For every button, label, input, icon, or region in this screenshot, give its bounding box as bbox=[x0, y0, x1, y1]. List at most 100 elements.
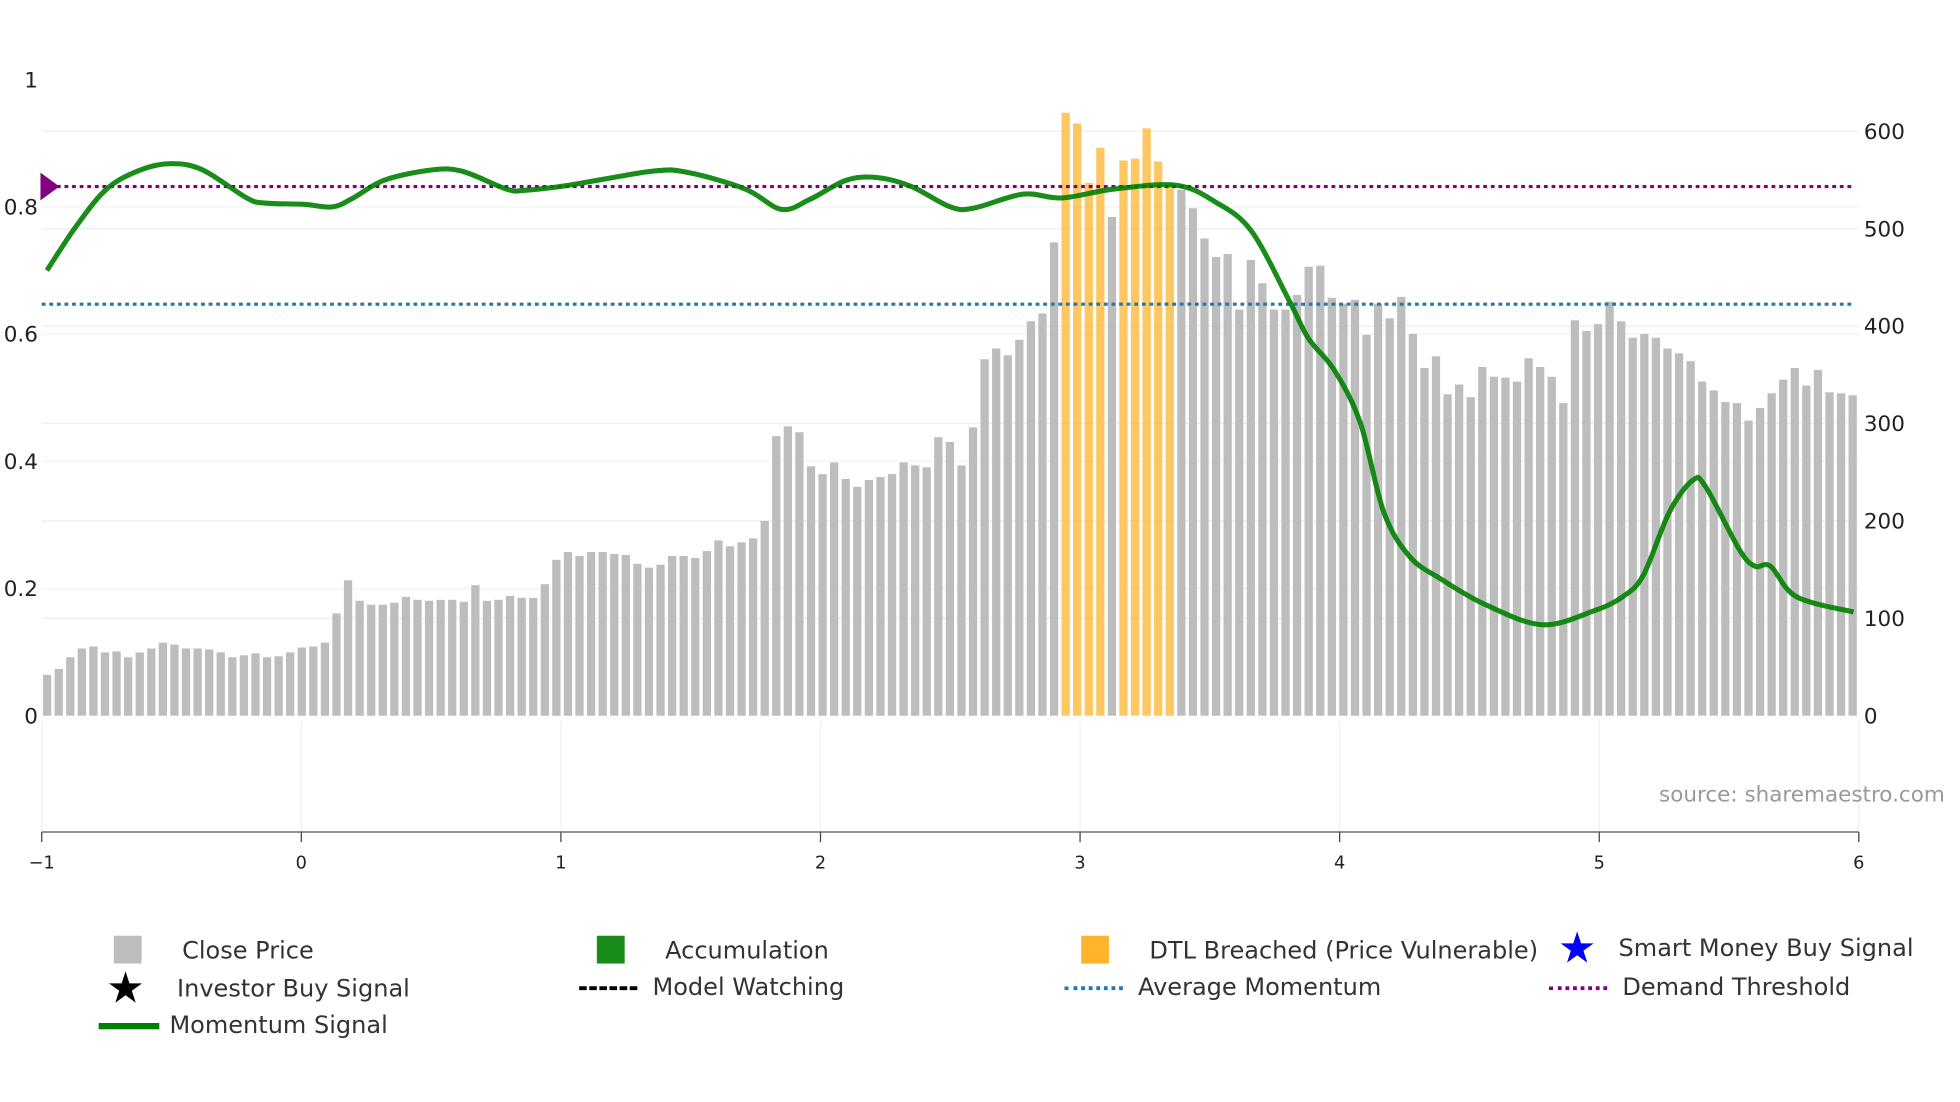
close-price-bar bbox=[621, 554, 630, 716]
close-price-bar bbox=[1721, 402, 1730, 716]
close-price-bar bbox=[1744, 420, 1753, 716]
close-price-bar bbox=[343, 580, 353, 716]
close-price-bar bbox=[158, 642, 168, 716]
close-price-bar bbox=[1709, 390, 1718, 716]
close-price-bar bbox=[563, 552, 573, 716]
close-price-bar bbox=[286, 652, 295, 716]
demand-marker bbox=[40, 172, 60, 201]
x-tick-label: 1 bbox=[555, 854, 566, 874]
close-price-bar bbox=[980, 359, 989, 716]
close-price-bar bbox=[1049, 242, 1059, 716]
close-price-bar bbox=[1258, 283, 1267, 716]
legend-model-watching[interactable]: Model Watching bbox=[579, 974, 844, 1001]
close-price-bar bbox=[992, 348, 1001, 716]
close-price-bar bbox=[424, 600, 434, 716]
x-tick-label: 4 bbox=[1334, 854, 1345, 874]
close-price-bar bbox=[390, 602, 399, 716]
close-price-bar bbox=[1848, 395, 1857, 716]
close-price-bar bbox=[239, 655, 249, 716]
close-price-bar bbox=[714, 540, 723, 716]
y-right-tick-label: 600 bbox=[1864, 120, 1905, 145]
close-price-bar bbox=[968, 427, 978, 716]
close-price-bar bbox=[367, 604, 376, 716]
chart-plot: 0 100 200 300 400 500 600 0 0.2 0.4 0.6 0.8 1 −1 0 1 2 3 4… bbox=[4, 68, 1945, 874]
close-price-bar bbox=[66, 657, 75, 716]
legend-investor-buy[interactable]: ★ Investor Buy Signal bbox=[106, 967, 410, 1010]
legend-close-price[interactable]: Close Price bbox=[111, 935, 314, 966]
close-price-bar bbox=[262, 657, 272, 716]
close-price-bar bbox=[54, 668, 63, 716]
close-price-bar bbox=[332, 613, 341, 716]
close-price-bar bbox=[1570, 320, 1580, 716]
close-price-bar bbox=[1651, 337, 1661, 716]
legend-accumulation[interactable]: Accumulation bbox=[594, 935, 829, 966]
close-price-bar bbox=[1431, 356, 1441, 716]
dtl-breached-bar bbox=[1154, 161, 1163, 716]
close-price-bar bbox=[124, 657, 133, 716]
close-price-bar bbox=[1640, 333, 1649, 716]
dtl-breached-bar bbox=[1130, 158, 1140, 716]
close-price-bar bbox=[355, 600, 364, 716]
close-price-bar bbox=[1339, 303, 1348, 716]
legend-average-momentum[interactable]: Average Momentum bbox=[1064, 974, 1381, 1001]
x-tick-label: 6 bbox=[1853, 854, 1864, 874]
y-left-tick-label: 0.2 bbox=[4, 577, 38, 602]
y-left-tick-label: 0 bbox=[24, 704, 38, 729]
close-price-bar bbox=[552, 559, 561, 716]
close-price-bar bbox=[610, 554, 619, 716]
close-price-bar bbox=[1327, 297, 1336, 716]
close-price-bar bbox=[448, 599, 457, 716]
source-annotation: source: sharemaestro.com bbox=[1659, 783, 1945, 808]
dtl-breached-bar bbox=[1119, 160, 1128, 716]
close-price-bar bbox=[1790, 367, 1799, 716]
close-price-bar bbox=[1813, 369, 1823, 716]
close-price-bar bbox=[1802, 385, 1811, 716]
close-price-bar bbox=[1466, 397, 1475, 716]
close-price-bar bbox=[42, 674, 52, 716]
close-price-bar bbox=[1188, 208, 1198, 716]
close-price-bar bbox=[505, 595, 515, 716]
dtl-breached-bar bbox=[1073, 123, 1082, 716]
close-price-bar bbox=[795, 432, 804, 716]
legend-momentum-signal[interactable]: Momentum Signal bbox=[98, 1012, 388, 1039]
close-price-bar bbox=[818, 474, 827, 716]
close-price-bar bbox=[471, 585, 480, 716]
legend-dtl-breached[interactable]: DTL Breached (Price Vulnerable) bbox=[1079, 935, 1538, 966]
close-price-bar bbox=[1269, 309, 1279, 716]
close-price-bar bbox=[1373, 303, 1383, 716]
close-price-bar bbox=[274, 656, 283, 716]
close-price-bar bbox=[679, 555, 688, 716]
close-price-bar bbox=[517, 597, 526, 716]
close-price-bar bbox=[876, 477, 885, 716]
close-price-bar bbox=[1779, 379, 1788, 716]
close-price-bar bbox=[702, 551, 711, 716]
close-price-bar bbox=[1200, 238, 1209, 716]
close-price-bar bbox=[656, 564, 665, 716]
legend-smart-money[interactable]: ★ Smart Money Buy Signal bbox=[1558, 927, 1914, 970]
close-price-bar bbox=[1443, 394, 1452, 716]
y-left-tick-label: 1 bbox=[24, 68, 38, 93]
close-price-bar bbox=[1420, 367, 1429, 716]
x-tick-label: 3 bbox=[1074, 854, 1085, 874]
close-price-bar bbox=[459, 601, 468, 716]
close-price-bar bbox=[135, 652, 144, 716]
momentum-signal-line bbox=[44, 161, 1855, 628]
close-price-bar bbox=[251, 653, 260, 716]
close-price-bar bbox=[737, 542, 746, 716]
close-price-bar bbox=[633, 563, 642, 716]
close-price-bar bbox=[1674, 353, 1684, 716]
close-price-bar bbox=[783, 426, 793, 716]
close-price-bar bbox=[725, 546, 735, 716]
y-right-tick-label: 200 bbox=[1864, 509, 1905, 534]
close-price-bar bbox=[1362, 334, 1371, 716]
x-tick-label: 2 bbox=[815, 854, 826, 874]
legend-demand-threshold[interactable]: Demand Threshold bbox=[1549, 974, 1850, 1001]
close-price-bar bbox=[1732, 403, 1742, 716]
close-price-bar bbox=[147, 648, 156, 716]
close-price-bar bbox=[1038, 313, 1047, 716]
y-left-tick-label: 0.4 bbox=[4, 450, 38, 475]
close-price-bar bbox=[830, 462, 839, 716]
y-right-tick-label: 400 bbox=[1864, 315, 1905, 340]
close-price-bar bbox=[1524, 358, 1533, 716]
legend-label: Smart Money Buy Signal bbox=[1618, 934, 1914, 963]
